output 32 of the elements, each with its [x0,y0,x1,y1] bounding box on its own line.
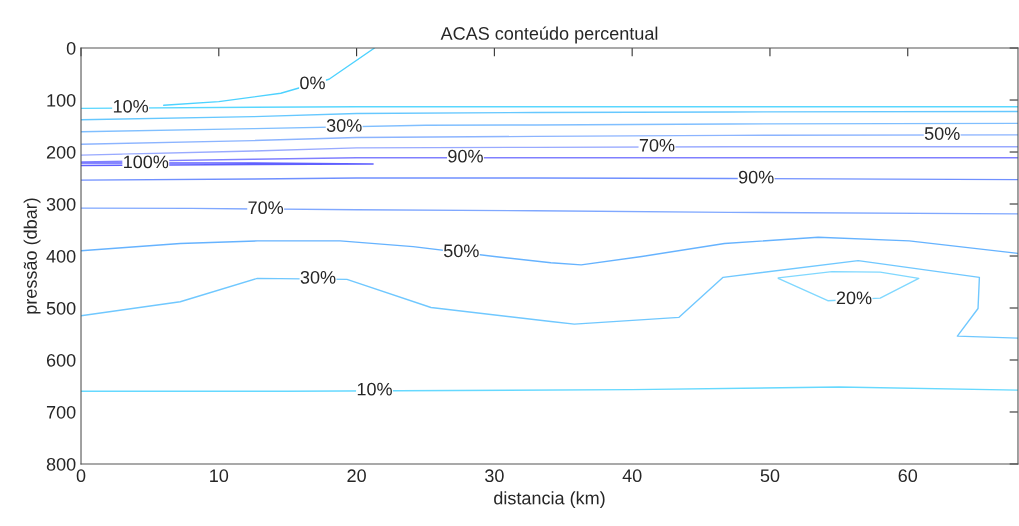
x-tick-label: 40 [622,469,642,483]
x-tick-label: 20 [347,469,366,483]
y-tick-label: 500 [46,301,76,315]
y-tick-label: 0 [66,41,76,55]
annotation: 90% [738,170,774,184]
y-tick-label: 400 [46,249,76,263]
x-tick-label: 50 [760,469,780,483]
y-tick-label: 600 [46,353,76,367]
x-tick-label: 10 [210,469,229,483]
annotation: 100% [124,155,169,169]
y-tick-label: 100 [47,93,76,107]
annotation: 70% [639,138,675,152]
chart-title: ACAS conteúdo percentual [440,26,658,44]
y-tick-label: 300 [46,197,76,211]
y-tick-label: 200 [46,145,76,159]
annotation: 10% [357,382,392,396]
annotation: 70% [248,201,284,215]
x-tick-label: 60 [898,469,918,483]
annotation: 30% [326,119,362,132]
annotation: 50% [443,244,479,258]
annotation: 20% [836,291,872,305]
y-tick-label: 700 [46,405,76,419]
x-tick-label: 0 [76,469,86,483]
y-axis-title: pressão (dbar) [23,198,41,314]
x-tick-label: 30 [485,469,504,483]
y-tick-label: 800 [46,457,76,471]
annotation: 30% [300,270,336,284]
x-axis-title: distancia (km) [494,491,605,509]
annotation: 90% [448,149,483,163]
annotation: 50% [924,127,960,140]
annotation: 0% [300,76,325,90]
annotation: 10% [113,99,149,113]
